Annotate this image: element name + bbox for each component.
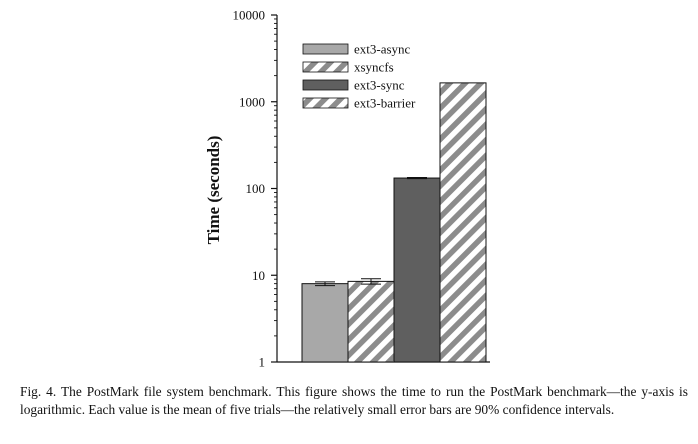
y-tick-label: 100 [246,181,266,196]
legend-label-ext3-sync: ext3-sync [354,78,405,93]
legend-swatch-xsyncfs [302,61,349,73]
bar-ext3-async [301,283,349,363]
y-tick-label: 10000 [233,8,266,23]
y-tick-label: 10 [252,268,265,283]
legend-swatch-ext3-sync [302,79,349,91]
legend: ext3-async xsyncfs ext3-sync ext3-barrier [302,42,416,111]
legend-label-xsyncfs: xsyncfs [354,60,394,75]
bar-ext3-sync [393,177,441,363]
legend-swatch-ext3-async [302,43,349,55]
legend-swatch-ext3-barrier [302,97,349,109]
y-axis-title: Time (seconds) [204,136,223,245]
y-tick-label: 1 [259,355,266,370]
bars [301,82,487,363]
figure-caption: Fig. 4. The PostMark file system benchma… [20,384,688,417]
bar-xsyncfs [347,280,395,363]
bar-ext3-barrier [439,82,487,363]
legend-label-ext3-barrier: ext3-barrier [354,96,416,111]
legend-label-ext3-async: ext3-async [354,42,411,57]
y-tick-label: 1000 [239,94,265,109]
postmark-bar-chart: 1 10 100 1000 10000 ext3-async xsyncfs ext3-sy… [204,8,490,370]
